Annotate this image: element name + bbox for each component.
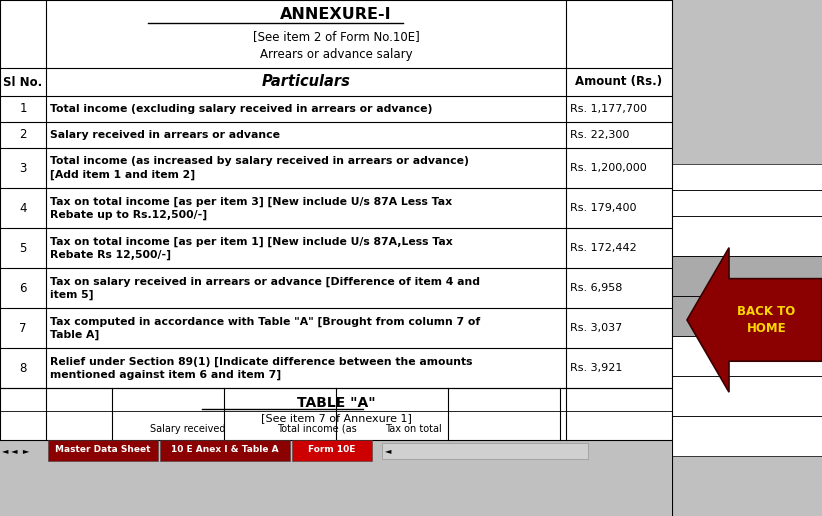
Text: Rs. 6,958: Rs. 6,958: [570, 283, 622, 293]
Text: Master Data Sheet: Master Data Sheet: [55, 445, 150, 455]
Text: 8: 8: [19, 362, 26, 375]
Text: Rs. 172,442: Rs. 172,442: [570, 243, 637, 253]
Text: ◄ ◄  ►: ◄ ◄ ►: [2, 446, 30, 456]
Text: Rs. 1,177,700: Rs. 1,177,700: [570, 104, 647, 114]
Polygon shape: [687, 248, 822, 392]
Bar: [672, 376, 822, 416]
Text: Salary received in arrears or advance: Salary received in arrears or advance: [50, 130, 280, 140]
Text: Particulars: Particulars: [261, 74, 350, 89]
Text: TABLE "A": TABLE "A": [297, 396, 376, 410]
Bar: [672, 164, 822, 190]
Bar: [672, 336, 822, 376]
Text: Total income (as increased by salary received in arrears or advance)
[Add item 1: Total income (as increased by salary rec…: [50, 156, 469, 180]
Text: 2: 2: [19, 128, 27, 141]
Bar: [382, 443, 588, 459]
Text: 1: 1: [19, 103, 27, 116]
Text: Tax on total income [as per item 1] [New include U/s 87A,Less Tax
Rebate Rs 12,5: Tax on total income [as per item 1] [New…: [50, 236, 453, 260]
Text: Sl No.: Sl No.: [3, 75, 43, 89]
Bar: [0, 388, 672, 440]
Text: Total income (as: Total income (as: [278, 424, 358, 434]
Text: ◄: ◄: [385, 446, 391, 456]
Text: 7: 7: [19, 321, 27, 334]
Text: BACK TO
HOME: BACK TO HOME: [737, 305, 796, 335]
Bar: [160, 440, 290, 461]
Text: ANNEXURE-I: ANNEXURE-I: [280, 7, 392, 23]
Text: Rs. 22,300: Rs. 22,300: [570, 130, 630, 140]
Text: [See item 7 of Annexure 1]: [See item 7 of Annexure 1]: [261, 413, 412, 423]
Text: 10 E Anex I & Table A: 10 E Anex I & Table A: [171, 445, 279, 455]
Text: Rs. 3,037: Rs. 3,037: [570, 323, 622, 333]
Text: Form 10E: Form 10E: [308, 445, 356, 455]
Text: Arrears or advance salary: Arrears or advance salary: [260, 48, 413, 61]
Text: Tax on salary received in arrears or advance [Difference of item 4 and
item 5]: Tax on salary received in arrears or adv…: [50, 277, 480, 300]
Text: Rs. 1,200,000: Rs. 1,200,000: [570, 163, 647, 173]
Text: 5: 5: [19, 241, 26, 254]
Bar: [672, 416, 822, 456]
Text: 4: 4: [19, 202, 27, 215]
Bar: [672, 256, 822, 296]
Text: Tax on total income [as per item 3] [New include U/s 87A Less Tax
Rebate up to R: Tax on total income [as per item 3] [New…: [50, 196, 452, 220]
Bar: [672, 216, 822, 256]
Bar: [672, 190, 822, 216]
Bar: [672, 296, 822, 336]
Text: Relief under Section 89(1) [Indicate difference between the amounts
mentioned ag: Relief under Section 89(1) [Indicate dif…: [50, 357, 473, 380]
Text: 3: 3: [19, 162, 26, 174]
Text: Tax computed in accordance with Table "A" [Brought from column 7 of
Table A]: Tax computed in accordance with Table "A…: [50, 316, 480, 340]
Text: Rs. 179,400: Rs. 179,400: [570, 203, 636, 213]
Text: Rs. 3,921: Rs. 3,921: [570, 363, 622, 373]
Bar: [292, 440, 372, 461]
Text: [See item 2 of Form No.10E]: [See item 2 of Form No.10E]: [252, 30, 419, 43]
Text: 6: 6: [19, 282, 27, 295]
Text: Salary received: Salary received: [150, 424, 225, 434]
Text: Tax on total: Tax on total: [385, 424, 441, 434]
Text: Total income (excluding salary received in arrears or advance): Total income (excluding salary received …: [50, 104, 432, 114]
Bar: [48, 440, 158, 461]
Text: Amount (Rs.): Amount (Rs.): [575, 75, 663, 89]
